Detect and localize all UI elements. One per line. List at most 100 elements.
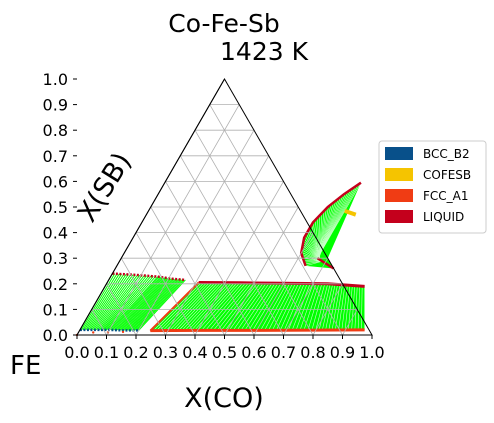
tie-line <box>97 274 141 331</box>
tie-line <box>98 275 143 331</box>
tie-line <box>111 276 161 331</box>
tie-line <box>103 275 150 331</box>
x-tick-label: 0.6 <box>241 343 266 362</box>
tie-line <box>303 283 320 331</box>
y-tick-labels: 0.0 0.1 0.2 0.3 0.4 0.5 0.6 0.7 0.8 0.9 1.0 <box>43 70 77 345</box>
tie-line <box>132 279 181 331</box>
tie-line <box>120 277 170 331</box>
chart-title: Co-Fe-Sb <box>168 9 279 38</box>
tie-line <box>236 282 270 331</box>
grid-line-fe <box>91 309 107 336</box>
tie-line <box>264 283 290 331</box>
y-axis-label: X(SB) <box>72 147 138 227</box>
tie-line <box>133 279 182 331</box>
tie-line <box>119 277 168 331</box>
y-axis-line <box>76 78 225 336</box>
y-tick-label: 0.1 <box>43 300 68 319</box>
tie-line <box>194 282 238 331</box>
x-tick-label: 0.9 <box>330 343 355 362</box>
tie-line <box>303 238 321 261</box>
tie-line <box>165 282 213 331</box>
y-tick-label: 0.4 <box>43 224 68 243</box>
legend-label: FCC_A1 <box>423 189 469 203</box>
tie-line <box>130 278 179 331</box>
legend-label: COFESB <box>423 168 471 182</box>
grid-line-fe <box>150 206 225 336</box>
tie-line <box>248 283 279 331</box>
tie-line <box>205 282 246 331</box>
y-tick-label: 0.2 <box>43 275 68 294</box>
x-axis-label: X(CO) <box>184 383 264 414</box>
tie-line <box>295 283 314 331</box>
tie-line <box>252 283 282 331</box>
tie-line <box>228 282 264 331</box>
x-tick-label: 0.1 <box>94 343 119 362</box>
tie-line <box>304 260 323 265</box>
tie-line <box>126 278 175 331</box>
tie-line <box>197 282 241 331</box>
grid-lines <box>91 104 358 336</box>
y-tick-label: 0.5 <box>43 198 68 217</box>
x-tick-label: 0.0 <box>64 343 89 362</box>
tie-line <box>80 273 116 331</box>
tie-line <box>315 283 329 331</box>
tie-line <box>317 182 362 259</box>
tie-line <box>153 282 202 331</box>
tie-line <box>338 284 346 331</box>
grid-line-fe <box>120 258 166 336</box>
legend-swatch <box>385 168 413 181</box>
tie-line <box>138 279 186 331</box>
legend-label: BCC_B2 <box>423 147 470 161</box>
tie-line <box>303 259 322 262</box>
tie-line <box>85 273 122 331</box>
x-tick-label: 0.7 <box>271 343 296 362</box>
tie-line <box>361 286 363 330</box>
tie-line <box>125 278 174 331</box>
y-tick-label: 0.7 <box>43 147 68 166</box>
tie-line <box>240 282 273 331</box>
y-tick-label: 0.0 <box>43 326 68 345</box>
tie-line <box>114 277 164 331</box>
tie-line <box>312 222 321 260</box>
tie-line <box>287 283 308 331</box>
tie-line <box>101 275 147 331</box>
tie-line <box>260 283 287 331</box>
grid-line-co <box>224 206 299 336</box>
corner-label-fe: FE <box>10 351 41 381</box>
grid-line-fe <box>194 130 314 336</box>
tie-line <box>122 278 171 331</box>
legend-swatch <box>385 147 413 160</box>
grid-line-co <box>283 258 329 336</box>
tie-line <box>307 283 323 331</box>
tie-line <box>162 282 210 331</box>
cofesb-region <box>344 208 357 217</box>
legend-swatch <box>385 210 413 223</box>
tie-line <box>244 283 276 331</box>
tie-line <box>117 277 167 331</box>
tie-line <box>357 286 361 330</box>
tie-line <box>344 285 351 331</box>
tie-line <box>107 276 156 331</box>
tie-line <box>304 260 323 263</box>
tie-line <box>113 276 163 331</box>
tie-line <box>348 285 353 330</box>
y-tick-label: 1.0 <box>43 70 68 89</box>
y-tick-label: 0.6 <box>43 172 68 191</box>
tie-line <box>156 282 205 331</box>
tie-line <box>322 284 333 331</box>
tie-line <box>325 284 336 331</box>
tie-line <box>175 282 221 331</box>
grid-line-co <box>106 104 240 336</box>
tie-line <box>280 283 302 331</box>
grid-line-fe <box>106 283 137 336</box>
tie-line <box>116 277 165 331</box>
tie-line <box>217 282 255 331</box>
y-tick-label: 0.8 <box>43 121 68 140</box>
tie-line <box>341 285 348 331</box>
grid-line-co <box>342 309 358 336</box>
tie-line <box>283 283 305 331</box>
tie-line <box>104 275 152 331</box>
grid-line-fe <box>179 155 284 336</box>
tie-line <box>172 282 219 331</box>
